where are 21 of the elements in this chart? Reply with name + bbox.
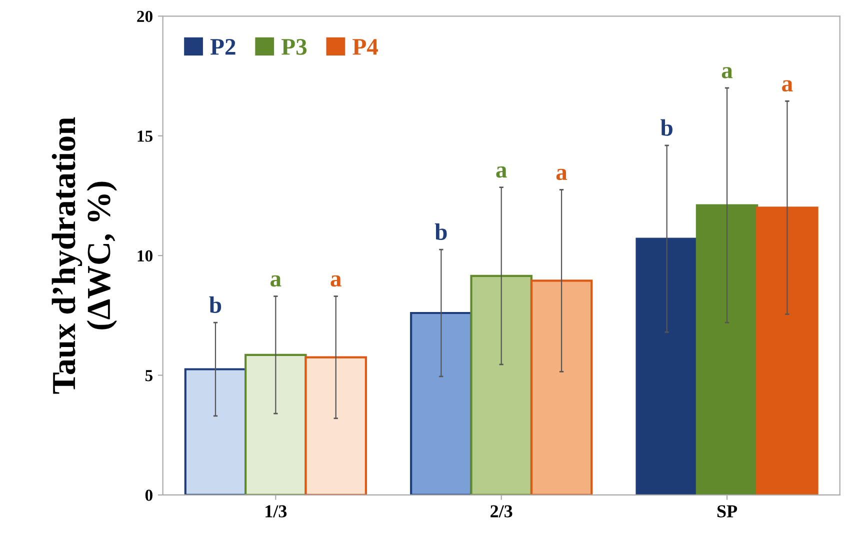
x-tick-label: 1/3 [266,505,287,518]
annotation: a [722,67,733,78]
y-tick-label: 0 [145,490,152,501]
y-tick-label: 5 [145,370,152,382]
annotation: a [330,275,342,287]
annotation: a [496,166,507,178]
x-tick-label: 2/3 [490,505,512,518]
annotation: a [556,168,568,180]
y-tick-label: 10 [138,250,152,262]
x-tick-label: SP [717,505,738,518]
annotation: b [434,223,447,240]
legend-label: P4 [352,39,378,55]
legend-label: P3 [282,38,307,55]
y-tick-label: 20 [137,10,152,22]
annotation: a [782,80,793,92]
y-tick-label: 15 [138,130,152,142]
annotation: a [270,275,282,287]
annotation: b [209,296,222,313]
annotation: b [660,119,672,136]
y-axis-title: Taux d’hydratation (ΔWC, %) [52,117,117,394]
legend-label: P2 [210,38,236,55]
